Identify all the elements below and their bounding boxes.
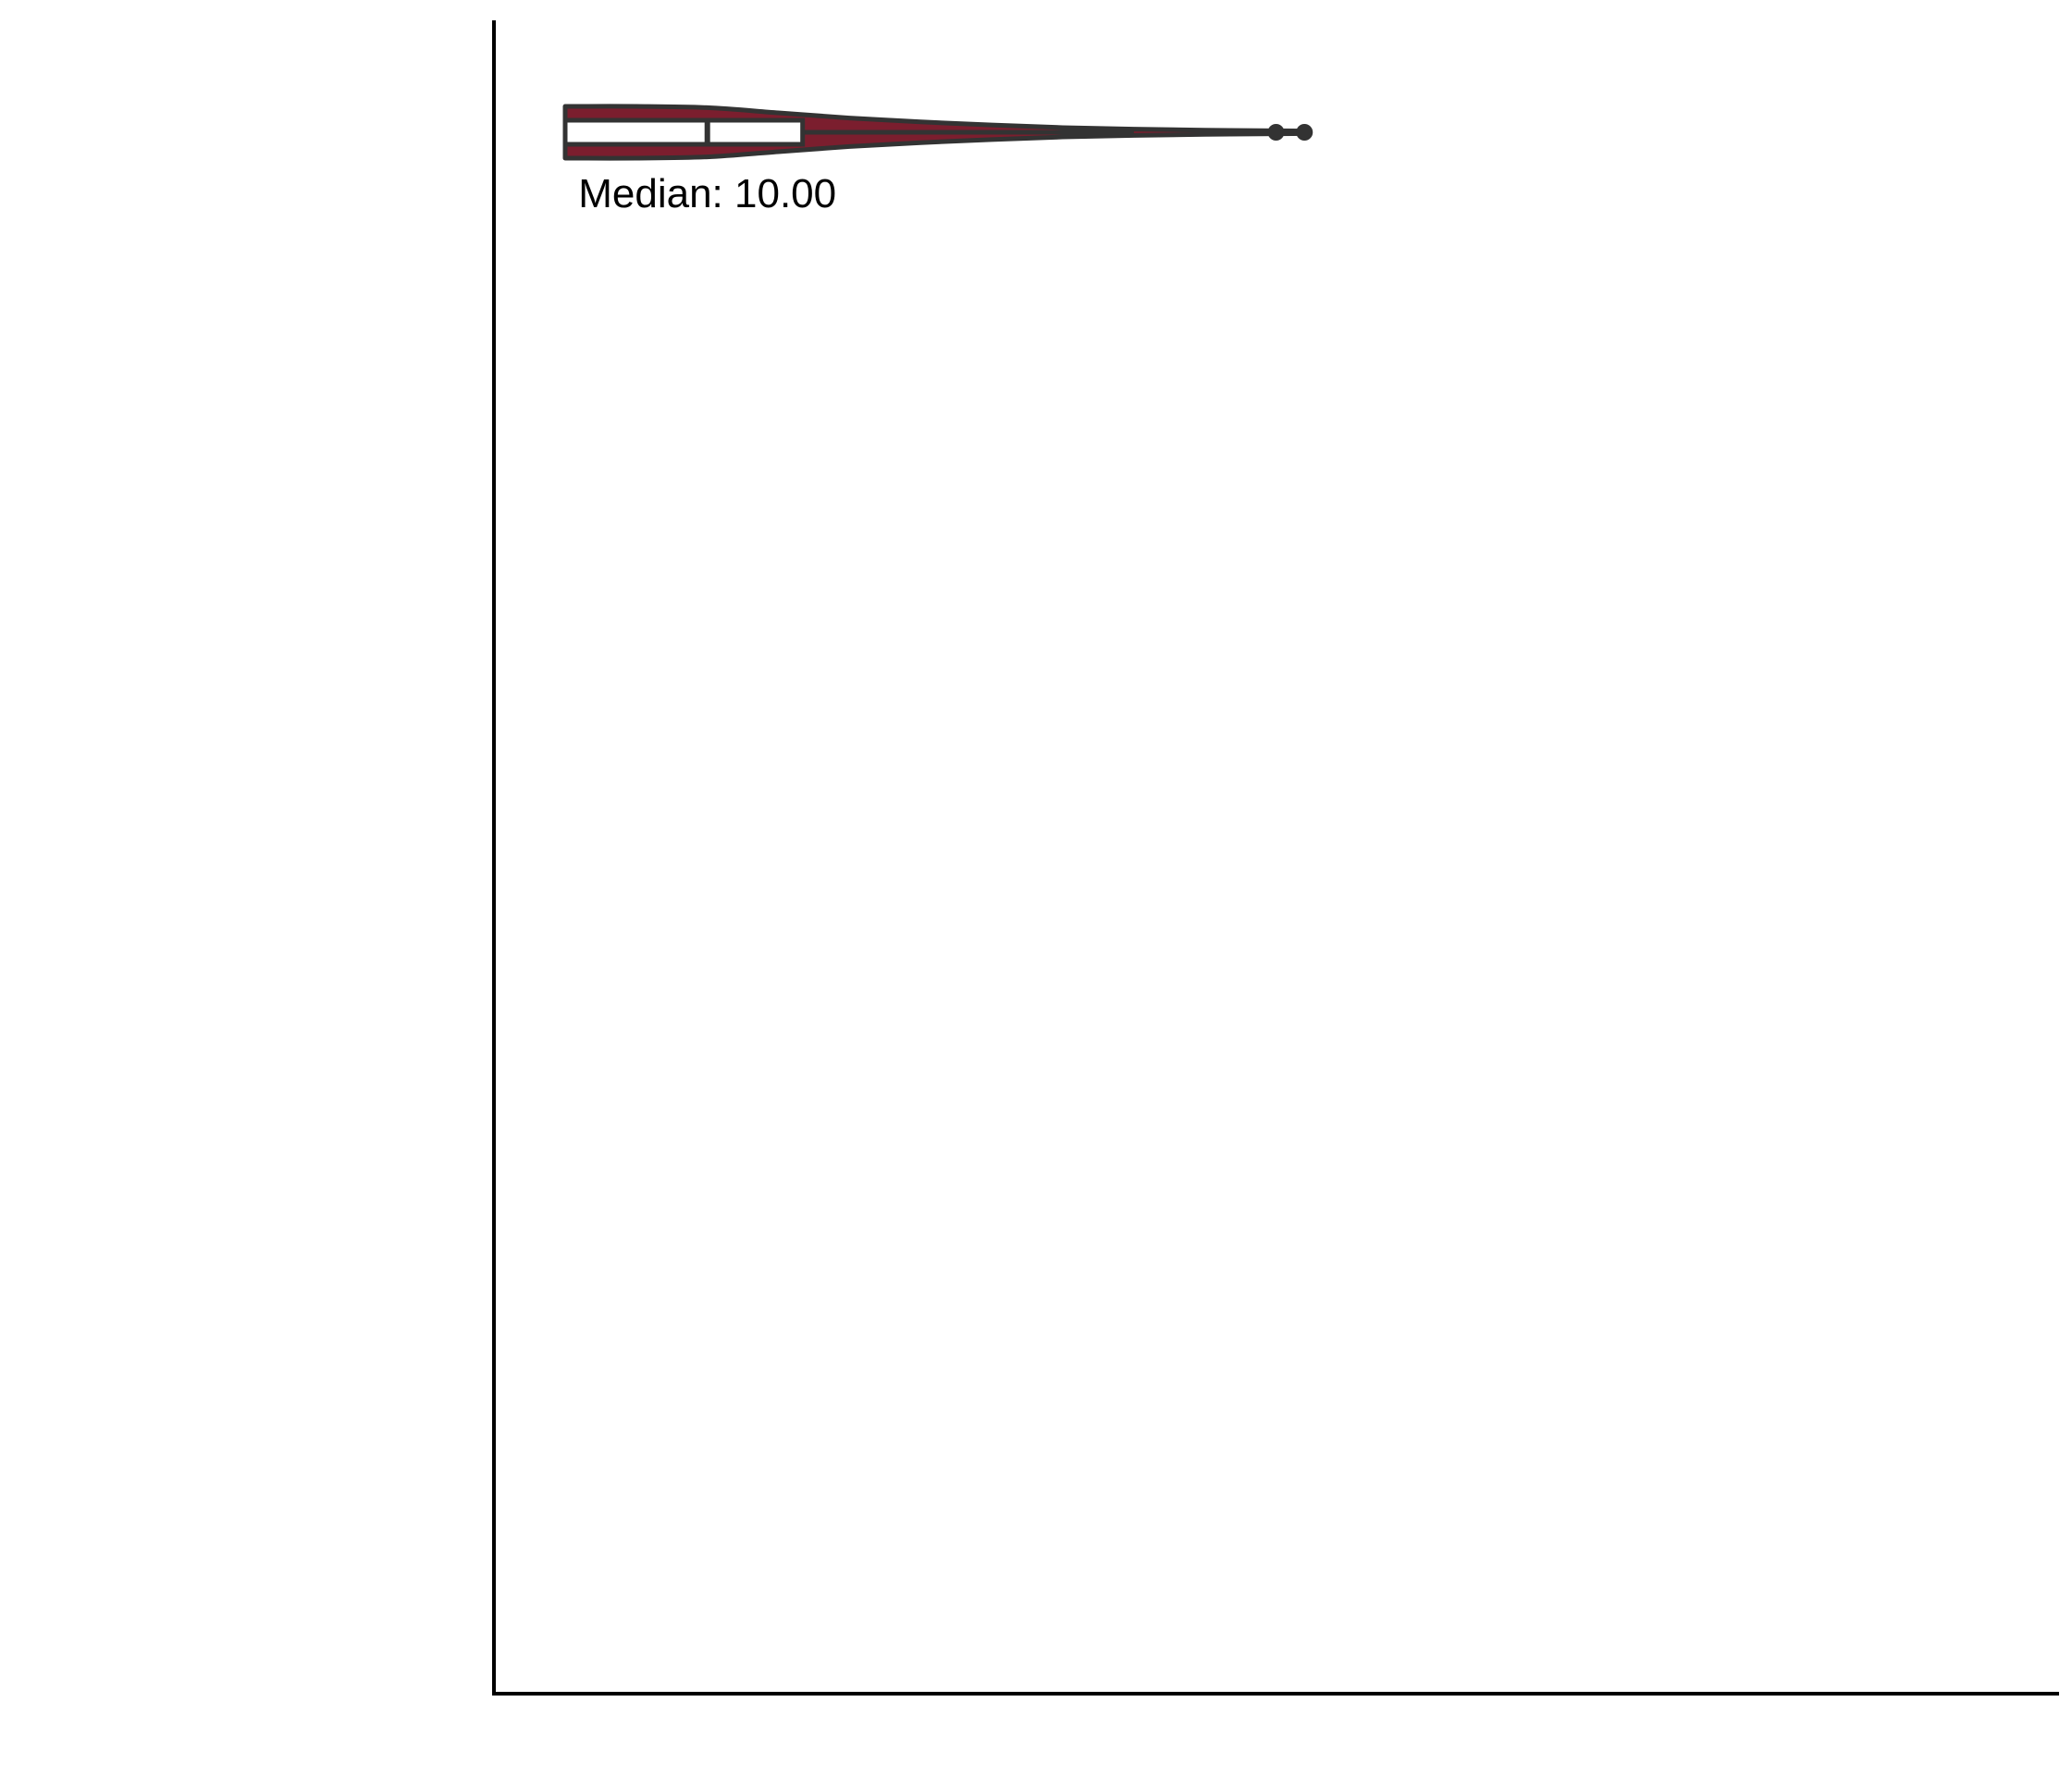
outlier-point [1267, 124, 1285, 141]
median-label: Median: 10.00 [578, 171, 836, 216]
outlier-point [1296, 124, 1314, 141]
axes [492, 20, 2059, 1696]
violin-group: Median: 10.00 [562, 104, 1314, 216]
median-label-text: Median: 10.00 [578, 171, 836, 216]
box [562, 117, 806, 147]
plot-panel: Median: 10.00 [562, 104, 1314, 216]
